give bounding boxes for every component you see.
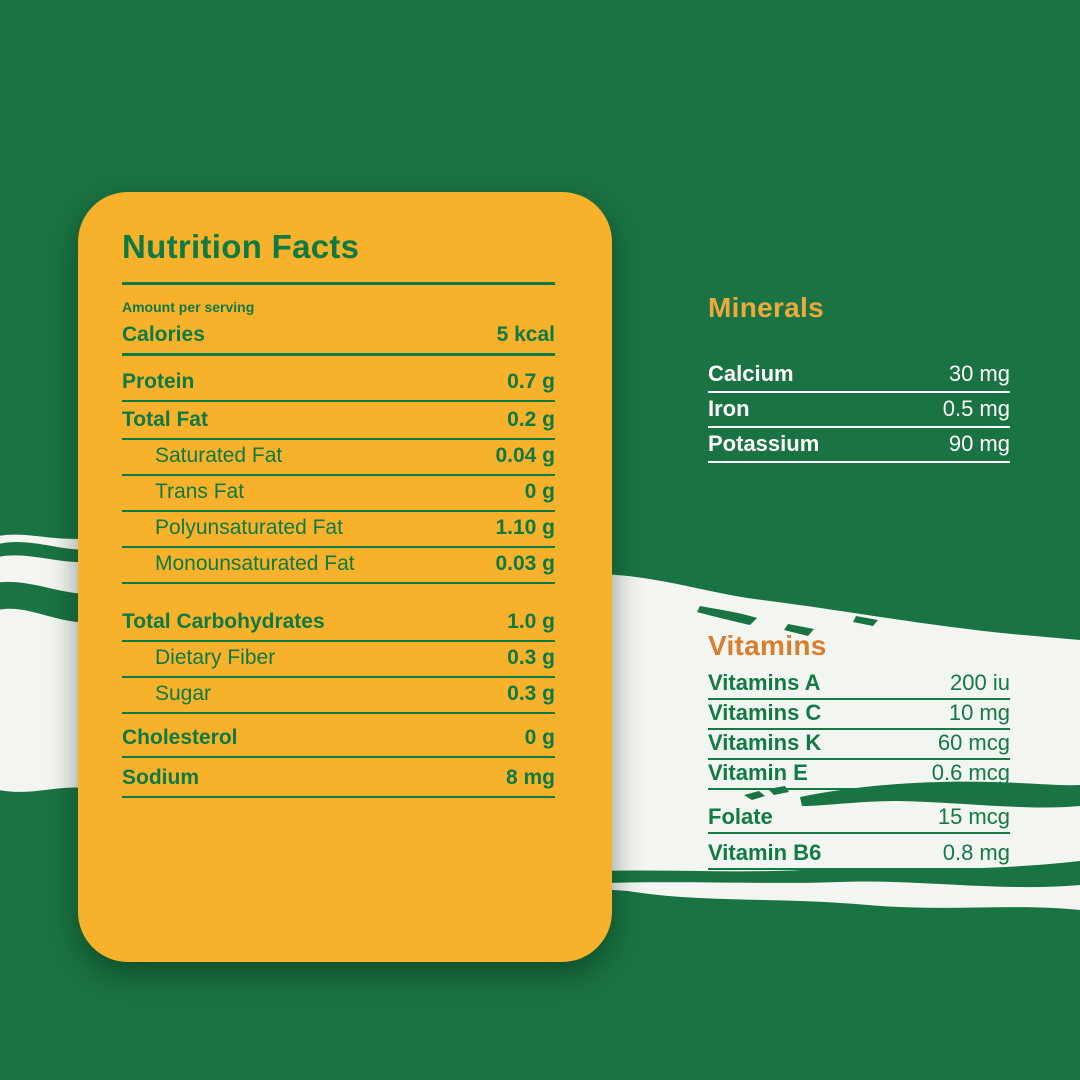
brush-speck: [697, 606, 757, 625]
row-label: Vitamin E: [708, 760, 808, 785]
row-value: 0.8 mg: [942, 840, 1010, 865]
nutrition-row: Sodium 8 mg: [122, 762, 555, 798]
mineral-row: Calcium 30 mg: [708, 358, 1010, 393]
serving-note: Amount per serving: [122, 299, 255, 315]
row-value: 0.5 mg: [942, 396, 1010, 421]
row-label: Potassium: [708, 431, 820, 456]
row-label: Calories: [122, 323, 205, 346]
nutrition-row: Dietary Fiber 0.3 g: [122, 642, 555, 678]
row-value: 5 kcal: [496, 323, 555, 346]
vitamins-panel: Vitamins Vitamins A 200 iu Vitamins C 10…: [708, 630, 1010, 870]
nutrition-row: Protein 0.7 g: [122, 366, 555, 402]
vitamin-row: Vitamins K 60 mcg: [708, 730, 1010, 760]
vitamin-row: Vitamins C 10 mg: [708, 700, 1010, 730]
row-value: 1.10 g: [495, 516, 555, 539]
row-value: 15 mcg: [937, 804, 1010, 829]
row-label: Saturated Fat: [155, 444, 283, 467]
vitamin-row: Vitamin B6 0.8 mg: [708, 840, 1010, 870]
minerals-title: Minerals: [708, 292, 824, 323]
row-label: Vitamin B6: [708, 840, 822, 865]
row-value: 0.03 g: [495, 552, 555, 575]
mineral-row: Potassium 90 mg: [708, 428, 1010, 463]
row-label: Sodium: [122, 766, 199, 789]
brush-stroke: [556, 861, 1080, 888]
row-label: Polyunsaturated Fat: [155, 516, 343, 539]
vitamin-row: Vitamins A 200 iu: [708, 670, 1010, 700]
right-white-band: [556, 573, 1080, 910]
row-label: Folate: [708, 804, 773, 829]
nutrition-row: Cholesterol 0 g: [122, 722, 555, 758]
title-divider: [122, 282, 555, 285]
row-label: Vitamins K: [708, 730, 822, 755]
row-label: Monounsaturated Fat: [155, 552, 355, 575]
vitamins-title: Vitamins: [708, 630, 827, 661]
nutrition-row: Trans Fat 0 g: [122, 476, 555, 512]
row-label: Vitamins A: [708, 670, 821, 695]
row-value: 0.7 g: [507, 370, 555, 393]
row-label: Calcium: [708, 361, 794, 386]
row-label: Total Fat: [122, 408, 208, 431]
card-title: Nutrition Facts: [122, 228, 360, 265]
brush-speck: [744, 791, 765, 800]
row-value: 10 mg: [948, 700, 1010, 725]
row-label: Sugar: [155, 682, 212, 705]
vitamin-row: Vitamin E 0.6 mcg: [708, 760, 1010, 790]
row-value: 0.3 g: [507, 682, 555, 705]
row-value: 8 mg: [505, 766, 555, 789]
nutrition-row: Total Carbohydrates 1.0 g: [122, 606, 555, 642]
nutrition-row: Total Fat 0.2 g: [122, 404, 555, 440]
minerals-panel: Minerals Calcium 30 mg Iron 0.5 mg Potas…: [708, 292, 1010, 463]
row-value: 0 g: [524, 726, 555, 749]
row-label: Iron: [708, 396, 750, 421]
row-value: 0 g: [524, 480, 555, 503]
nutrition-row: Polyunsaturated Fat 1.10 g: [122, 512, 555, 548]
nutrition-row: Calories 5 kcal: [122, 319, 555, 356]
row-label: Total Carbohydrates: [122, 610, 325, 633]
row-label: Trans Fat: [155, 480, 245, 503]
row-value: 0.3 g: [507, 646, 555, 669]
row-label: Vitamins C: [708, 700, 822, 725]
row-value: 30 mg: [948, 361, 1010, 386]
mineral-row: Iron 0.5 mg: [708, 393, 1010, 428]
row-value: 1.0 g: [507, 610, 555, 633]
row-label: Dietary Fiber: [155, 646, 276, 669]
brush-stroke: [0, 581, 100, 623]
brush-speck: [784, 624, 814, 636]
nutrition-card: Nutrition Facts Amount per serving Calor…: [78, 192, 612, 962]
row-value: 0.04 g: [495, 444, 555, 467]
brush-speck: [853, 616, 878, 626]
nutrition-row: Sugar 0.3 g: [122, 678, 555, 714]
nutrition-row: Saturated Fat 0.04 g: [122, 440, 555, 476]
row-label: Cholesterol: [122, 726, 238, 749]
row-label: Protein: [122, 370, 195, 393]
brush-stroke: [0, 542, 100, 563]
nutrition-row: Monounsaturated Fat 0.03 g: [122, 548, 555, 584]
row-value: 200 iu: [950, 670, 1010, 695]
row-value: 0.2 g: [507, 408, 555, 431]
row-value: 0.6 mcg: [931, 760, 1010, 785]
row-value: 60 mcg: [937, 730, 1010, 755]
row-value: 90 mg: [948, 431, 1010, 456]
vitamin-row: Folate 15 mcg: [708, 804, 1010, 834]
